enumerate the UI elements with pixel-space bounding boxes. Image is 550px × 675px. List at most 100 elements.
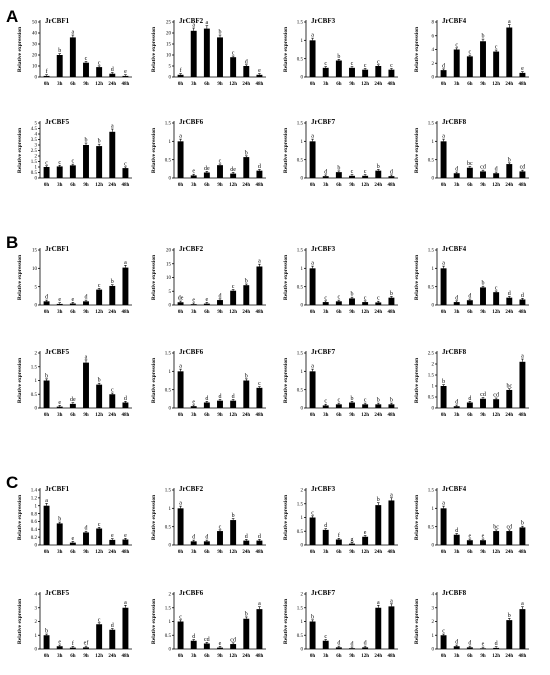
bar <box>96 528 103 545</box>
significance-letter: b <box>508 613 511 619</box>
bar <box>388 500 395 545</box>
bar <box>322 302 329 305</box>
significance-letter: a <box>85 354 88 360</box>
significance-letter: a <box>45 498 48 504</box>
x-tick-label: 24h <box>108 310 116 315</box>
panel-letter-a: A <box>6 7 18 26</box>
y-tick-label: 0 <box>169 648 172 653</box>
y-tick-label: 15 <box>166 262 172 267</box>
y-tick-label: 2 <box>35 620 38 625</box>
bar <box>109 73 116 77</box>
x-tick-label: 12h <box>95 550 103 555</box>
chart-a-jrcbf5: JrCBF5 Relative expression 00.511.522.533.… <box>17 118 132 188</box>
bar <box>440 635 447 649</box>
significance-letter: g <box>351 537 354 543</box>
x-tick-label: 0h <box>178 550 184 555</box>
bar <box>335 60 342 77</box>
y-tick-label: 1 <box>35 634 38 639</box>
bar <box>177 371 184 408</box>
bar <box>493 531 500 545</box>
significance-letter: d <box>337 641 340 647</box>
significance-letter: de <box>70 397 76 403</box>
significance-letter: d <box>219 394 222 400</box>
y-tick-label: 0 <box>35 304 38 309</box>
x-tick-label: 12h <box>229 183 237 188</box>
significance-letter: cd <box>520 165 526 171</box>
bar <box>466 402 473 408</box>
significance-letter: d <box>192 535 195 541</box>
significance-letter: cd <box>493 393 499 399</box>
significance-letter: e <box>219 641 222 647</box>
bar <box>309 517 316 545</box>
bar <box>109 394 116 408</box>
y-tick-label: 0.5 <box>31 393 38 398</box>
bar <box>203 402 210 408</box>
bar <box>453 49 460 77</box>
significance-letter: b <box>351 292 354 298</box>
y-tick-label: 0.8 <box>31 512 38 517</box>
significance-letter: c <box>98 283 101 289</box>
significance-letter: d <box>521 293 524 299</box>
bar <box>519 299 526 305</box>
bar <box>190 304 197 305</box>
chart-title: JrCBF6 <box>179 118 204 126</box>
y-tick-label: 1 <box>301 516 304 521</box>
x-tick-label: 3h <box>454 310 460 315</box>
y-tick-label: 1.5 <box>165 122 172 127</box>
y-tick-label: 30 <box>32 43 38 48</box>
y-axis-label: Relative expression <box>17 128 23 173</box>
bar <box>243 540 250 545</box>
bar <box>177 141 184 178</box>
significance-letter: cd <box>506 524 512 530</box>
chart-title: JrCBF2 <box>179 485 204 493</box>
y-tick-label: 1 <box>301 620 304 625</box>
y-tick-label: 0.5 <box>297 388 304 393</box>
y-tick-label: 0 <box>169 407 172 412</box>
significance-letter: b <box>351 396 354 402</box>
significance-letter: e <box>58 297 61 303</box>
significance-letter: a <box>442 134 445 140</box>
chart-b-jrcbf7: JrCBF7 Relative expression 0 0.5 1 1.5 a 0h c 3h c… <box>283 348 398 418</box>
bar <box>230 520 237 545</box>
chart-a-jrcbf1: JrCBF1 Relative expression 0 10 20 30 40 50 f 0h b… <box>17 17 132 87</box>
bar <box>69 403 76 408</box>
significance-letter: b <box>311 614 314 620</box>
significance-letter: cd <box>204 637 210 643</box>
x-tick-label: 0h <box>310 310 316 315</box>
bar <box>375 607 382 649</box>
bar <box>230 400 237 408</box>
significance-letter: b <box>245 150 248 156</box>
significance-letter: a <box>111 124 114 130</box>
significance-letter: d <box>258 534 261 540</box>
bar <box>375 505 382 545</box>
y-tick-label: 0 <box>169 177 172 182</box>
bar <box>506 620 513 649</box>
significance-letter: b <box>482 34 485 40</box>
chart-title: JrCBF2 <box>179 17 204 25</box>
x-tick-label: 24h <box>374 82 382 87</box>
chart-b-jrcbf8: JrCBF8 Relative expression 0 0.5 1 1.5 2 2.5 b 0h… <box>414 348 529 418</box>
y-tick-label: 50 <box>32 21 38 26</box>
y-tick-label: 0 <box>432 648 435 653</box>
bar <box>203 541 210 545</box>
significance-letter: a <box>179 364 182 370</box>
significance-letter: e <box>124 533 127 539</box>
significance-letter: de <box>230 167 236 173</box>
x-tick-label: 6h <box>467 550 473 555</box>
chart-c-jrcbf8: JrCBF8 Relative expression 0 1 2 3 4 c 0h d 3h d 6h e… <box>414 589 529 659</box>
bar <box>243 66 250 77</box>
bar <box>362 536 369 545</box>
significance-letter: bc <box>493 524 499 530</box>
y-tick-label: 1.5 <box>297 502 304 507</box>
bar <box>362 404 369 408</box>
significance-letter: d <box>85 295 88 301</box>
chart-title: JrCBF1 <box>45 17 70 25</box>
bar <box>83 62 89 77</box>
chart-b-jrcbf4: JrCBF4 Relative expression 0 0.5 1 1.5 a 0h d 3h d… <box>414 245 529 315</box>
x-tick-label: 6h <box>204 654 210 659</box>
x-tick-label: 48h <box>256 183 264 188</box>
bar <box>256 170 263 178</box>
x-tick-label: 12h <box>361 310 369 315</box>
y-tick-label: 0.5 <box>165 388 172 393</box>
x-tick-label: 6h <box>204 183 210 188</box>
